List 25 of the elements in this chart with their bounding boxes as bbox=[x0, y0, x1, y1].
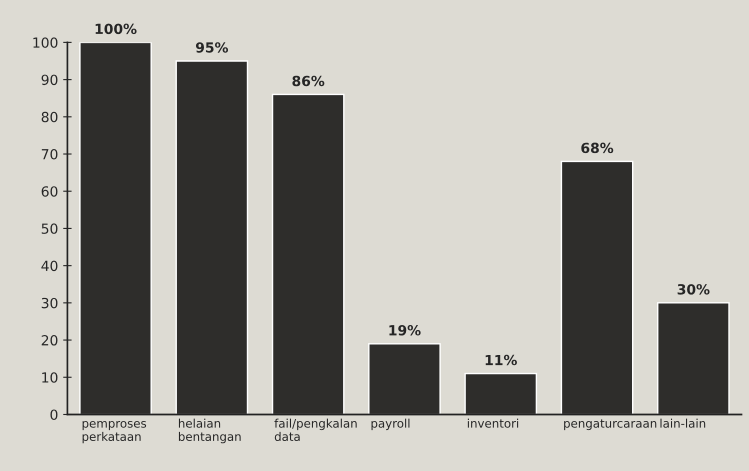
x-tick-label: fail/pengkalan data bbox=[274, 418, 357, 442]
data-label: 19% bbox=[389, 325, 421, 336]
y-tick-label: 60 bbox=[42, 186, 58, 197]
y-tick-label: 20 bbox=[42, 335, 58, 346]
x-tick-label: pengaturcaraan bbox=[564, 419, 656, 430]
y-tick-label: 70 bbox=[42, 148, 58, 160]
x-tick-label: inventori bbox=[468, 418, 518, 428]
x-tick-label: lain-lain bbox=[660, 418, 706, 428]
y-tick-label: 30 bbox=[42, 298, 58, 308]
y-tick-label: 90 bbox=[42, 74, 58, 86]
x-tick-label: payroll bbox=[372, 418, 410, 430]
data-label: 30% bbox=[678, 284, 710, 295]
data-label: 86% bbox=[292, 76, 324, 86]
x-tick-label: pemproses perkataan bbox=[82, 421, 146, 444]
data-label: 11% bbox=[486, 354, 517, 366]
x-tick-label: helaian bentangan bbox=[178, 418, 241, 444]
y-tick-label: 50 bbox=[42, 223, 58, 234]
y-tick-label: 10 bbox=[42, 372, 58, 383]
y-tick-label: 40 bbox=[41, 260, 58, 272]
y-tick-label: 80 bbox=[42, 112, 58, 122]
y-tick-label: 100 bbox=[33, 37, 58, 48]
data-label: 95% bbox=[196, 42, 228, 53]
data-label: 100% bbox=[96, 24, 137, 34]
y-tick-label: 0 bbox=[50, 409, 58, 420]
data-label: 68% bbox=[581, 142, 614, 154]
